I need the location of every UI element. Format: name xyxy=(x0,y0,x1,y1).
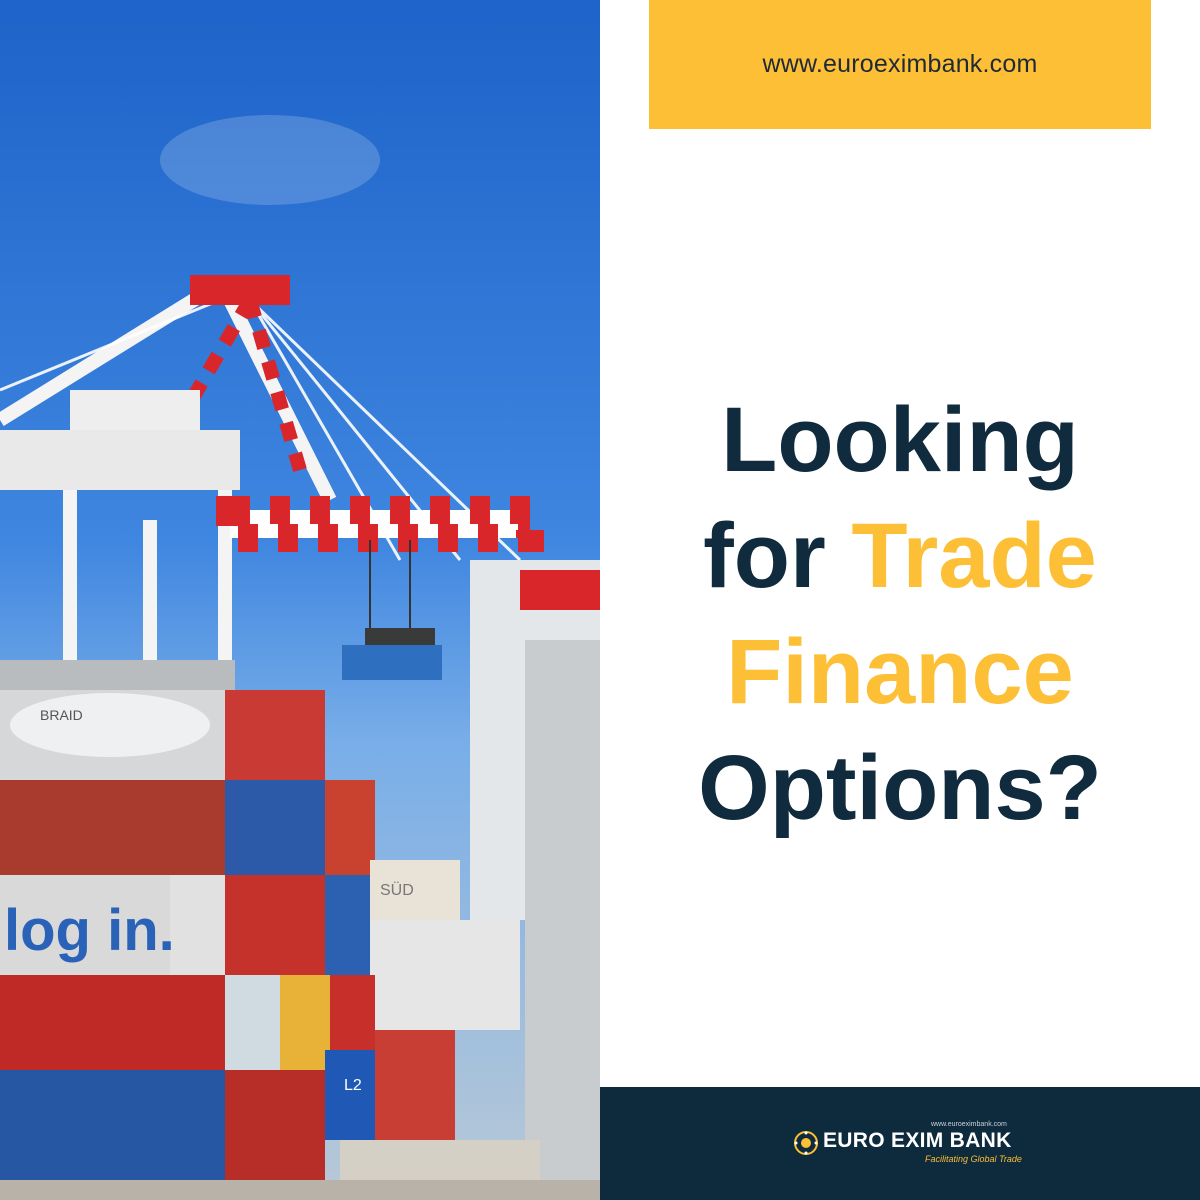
port-photo: BRAID log in. SÜD L2 xyxy=(0,0,600,1200)
container-label-l2: L2 xyxy=(344,1077,362,1094)
logo-url: www.euroeximbank.com xyxy=(931,1121,1007,1128)
headline-trade: Trade xyxy=(851,505,1097,607)
container-label-login: log in. xyxy=(4,898,175,963)
footer: www.euroeximbank.com EURO EXIM BANK Faci… xyxy=(600,1087,1200,1200)
headline: Looking for Trade Finance Options? xyxy=(600,382,1200,846)
url-banner: www.euroeximbank.com xyxy=(649,0,1151,129)
headline-line-1: Looking xyxy=(721,389,1079,491)
brand-tagline: Facilitating Global Trade xyxy=(925,1154,1022,1164)
container-label-sud: SÜD xyxy=(380,881,414,899)
brand-name: EURO EXIM BANK xyxy=(823,1129,1012,1152)
headline-line-3: Finance xyxy=(726,621,1074,723)
port-illustration: BRAID log in. SÜD L2 xyxy=(0,275,600,1200)
container-label-braid: BRAID xyxy=(40,707,83,723)
headline-line-4: Options? xyxy=(698,737,1102,839)
headline-line-2: for Trade xyxy=(600,498,1200,614)
headline-for: for xyxy=(703,505,826,607)
globe-icon xyxy=(794,1131,818,1155)
brand-logo[interactable]: www.euroeximbank.com EURO EXIM BANK Faci… xyxy=(793,1121,1023,1171)
website-url[interactable]: www.euroeximbank.com xyxy=(762,50,1038,78)
